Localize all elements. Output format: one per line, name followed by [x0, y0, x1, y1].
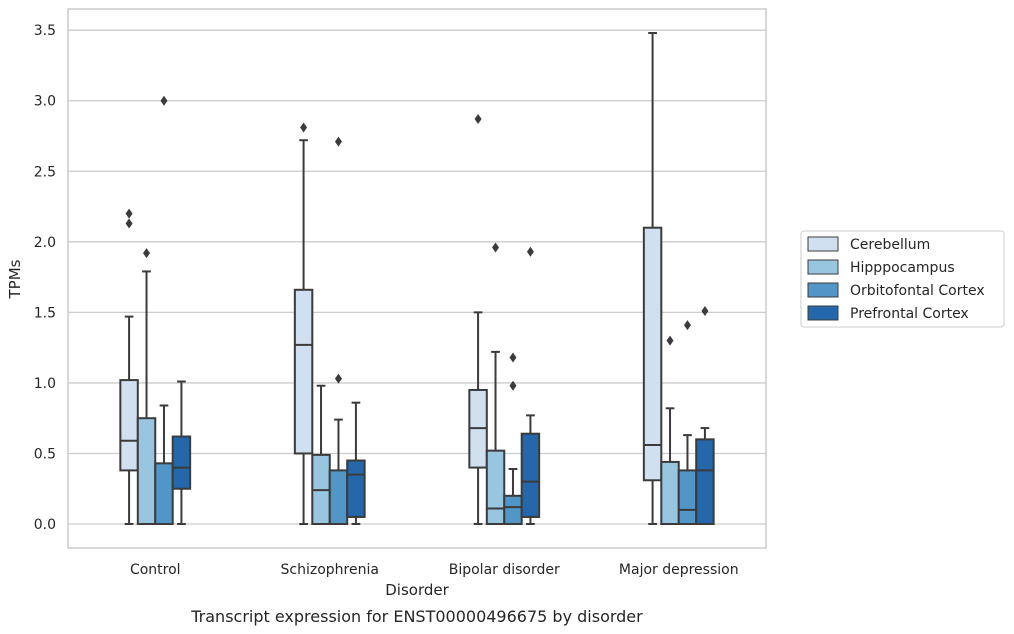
outlier-point: [492, 242, 500, 253]
box-body: [642, 226, 663, 482]
box-body: [328, 469, 349, 526]
box-1-2: [485, 242, 506, 526]
chart-caption: Transcript expression for ENST0000049667…: [190, 607, 643, 626]
box-0-1: [293, 122, 314, 526]
box-body: [660, 460, 680, 526]
plot-area-frame: [67, 8, 767, 549]
boxes: [119, 31, 715, 526]
y-tick-label: 3.0: [34, 94, 56, 110]
y-tick-label: 2.0: [34, 235, 56, 251]
x-axis-label: Disorder: [385, 581, 449, 599]
box-body: [154, 462, 174, 526]
legend-swatch: [807, 259, 839, 275]
legend-label: Cerebellum: [850, 237, 930, 253]
box-body: [695, 438, 715, 526]
box-body: [485, 449, 506, 526]
box-body: [136, 417, 157, 526]
outlier-point: [474, 114, 482, 125]
box-body: [503, 494, 523, 526]
outlier-point: [509, 352, 517, 363]
box-3-1: [346, 401, 366, 526]
box-1-0: [136, 248, 157, 526]
box-body: [346, 459, 366, 518]
box-1-3: [660, 335, 680, 526]
outlier-point: [125, 218, 133, 229]
box-0-3: [642, 31, 663, 526]
box-body: [119, 379, 139, 472]
box-1-1: [311, 384, 331, 526]
box-2-2: [503, 352, 523, 526]
legend-label: Orbitofontal Cortex: [850, 283, 985, 299]
box-2-0: [154, 95, 174, 526]
x-tick-label: Bipolar disorder: [449, 562, 560, 578]
outlier-point: [300, 122, 308, 133]
outlier-point: [666, 335, 674, 346]
y-tick-label: 3.5: [34, 23, 56, 39]
y-tick-label: 1.0: [34, 376, 56, 392]
box-body: [293, 288, 314, 455]
box-body: [171, 435, 192, 490]
legend-label: Hipppocampus: [850, 260, 955, 276]
outlier-point: [334, 136, 342, 147]
box-body: [677, 469, 698, 526]
box-0-0: [119, 208, 139, 526]
legend: Cerebellum Hipppocampus Orbitofontal Corte…: [800, 230, 1005, 328]
outlier-point: [334, 373, 342, 384]
outlier-point: [509, 380, 517, 391]
outlier-point: [683, 320, 691, 331]
outlier-point: [701, 305, 709, 316]
legend-swatch: [807, 305, 839, 321]
y-axis-label: TPMs: [6, 259, 24, 299]
legend-frame: [800, 230, 1005, 328]
x-tick-label: Schizophrenia: [281, 562, 379, 578]
box-0-2: [468, 114, 488, 526]
y-tick-label: 0.0: [34, 517, 56, 533]
box-2-1: [328, 136, 349, 526]
outlier-point: [160, 95, 168, 106]
legend-swatch: [807, 236, 839, 252]
outlier-point: [143, 248, 151, 259]
box-3-3: [695, 305, 715, 526]
box-3-0: [171, 380, 192, 526]
box-2-3: [677, 320, 698, 526]
x-tick-label: Control: [130, 562, 181, 578]
y-axis-ticks: 0.0 0.5 1.0 1.5 2.0 2.5 3.0 3.5: [34, 23, 56, 533]
box-3-2: [520, 246, 541, 526]
outlier-point: [526, 246, 534, 257]
y-tick-label: 1.5: [34, 305, 56, 321]
legend-swatch: [807, 282, 839, 298]
y-tick-label: 0.5: [34, 446, 56, 462]
box-body: [520, 432, 541, 518]
x-axis-ticks: Control Schizophrenia Bipolar disorder Majo…: [130, 562, 739, 578]
y-tick-label: 2.5: [34, 164, 56, 180]
outlier-point: [125, 208, 133, 219]
x-tick-label: Major depression: [619, 562, 739, 578]
legend-label: Prefrontal Cortex: [850, 306, 969, 322]
